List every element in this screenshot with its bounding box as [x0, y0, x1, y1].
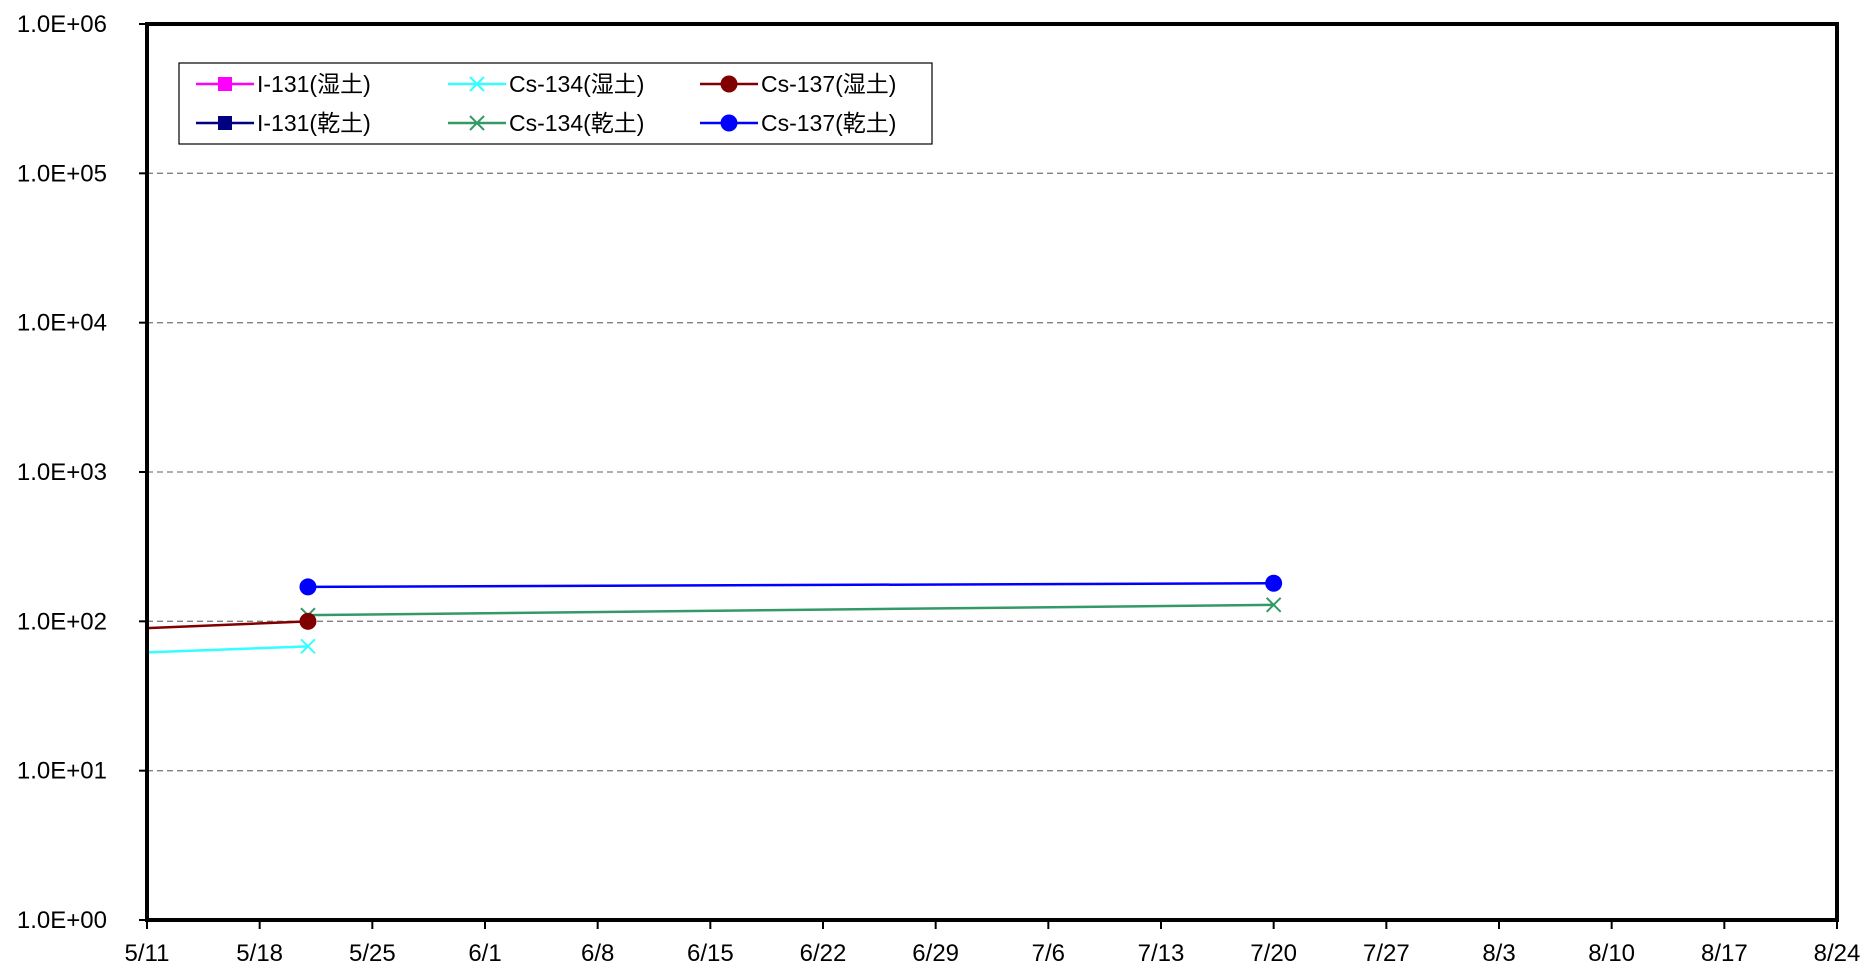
x-axis-ticks: 5/11 5/18 5/25 6/1 6/8 6/15 6/22 6/29 7/6 7/13 7/2…	[125, 920, 1861, 967]
legend-label: Cs-137(湿土)	[761, 71, 896, 97]
series-line	[307, 581, 1274, 589]
x-tick-label: 6/22	[800, 940, 847, 967]
legend-marker	[469, 115, 485, 131]
y-tick-label: 1.0E+01	[17, 758, 107, 785]
legend-label: Cs-134(湿土)	[509, 71, 644, 97]
x-tick-label: 8/3	[1482, 940, 1515, 967]
legend-marker	[720, 75, 738, 93]
legend-label: I-131(乾土)	[257, 110, 371, 136]
data-point	[1265, 574, 1283, 592]
legend-marker	[218, 116, 232, 130]
y-tick-label: 1.0E+04	[17, 310, 107, 337]
legend-item: Cs-137(乾土)	[700, 110, 896, 136]
y-tick-label: 1.0E+00	[17, 907, 107, 934]
legend-item: Cs-134(乾土)	[448, 110, 644, 136]
x-tick-label: 7/13	[1138, 940, 1185, 967]
x-tick-label: 6/15	[687, 940, 734, 967]
y-tick-label: 1.0E+06	[17, 11, 107, 38]
legend-label: Cs-137(乾土)	[761, 110, 896, 136]
legend-item: I-131(湿土)	[196, 71, 371, 97]
data-point	[299, 578, 317, 596]
y-tick-label: 1.0E+03	[17, 459, 107, 486]
legend-marker	[218, 77, 232, 91]
legend-label: I-131(湿土)	[257, 71, 371, 97]
grid-layer	[147, 172, 1837, 772]
series-line	[307, 603, 1274, 617]
x-tick-label: 8/10	[1588, 940, 1635, 967]
series-layer	[146, 574, 1283, 655]
x-tick-label: 6/8	[581, 940, 614, 967]
data-point	[299, 612, 317, 630]
data-point	[300, 638, 316, 655]
legend-marker	[720, 114, 738, 132]
x-tick-label: 8/17	[1701, 940, 1748, 967]
y-tick-label: 1.0E+02	[17, 608, 107, 635]
legend-item: Cs-137(湿土)	[700, 71, 896, 97]
legend: I-131(湿土) Cs-134(湿土) Cs-137(湿土) I-131(乾土) Cs…	[178, 62, 933, 145]
series-line	[146, 620, 309, 630]
data-point	[1265, 597, 1282, 613]
x-tick-label: 8/24	[1814, 940, 1861, 967]
legend-item: Cs-134(湿土)	[448, 71, 644, 97]
x-tick-label: 5/11	[125, 940, 170, 967]
x-tick-label: 6/29	[912, 940, 959, 967]
legend-label: Cs-134(乾土)	[509, 110, 644, 136]
y-axis-ticks: 1.0E+00 1.0E+01 1.0E+02 1.0E+03 1.0E+04 1.0E+…	[17, 11, 147, 934]
x-tick-label: 7/20	[1250, 940, 1297, 967]
legend-marker	[469, 76, 485, 92]
x-tick-label: 7/27	[1363, 940, 1410, 967]
x-tick-label: 5/25	[349, 940, 396, 967]
y-tick-label: 1.0E+05	[17, 160, 107, 187]
x-tick-label: 6/1	[468, 940, 501, 967]
x-tick-label: 7/6	[1032, 940, 1065, 967]
series-line	[146, 645, 308, 654]
legend-item: I-131(乾土)	[196, 110, 371, 136]
x-tick-label: 5/18	[236, 940, 283, 967]
legend-box	[178, 62, 933, 145]
